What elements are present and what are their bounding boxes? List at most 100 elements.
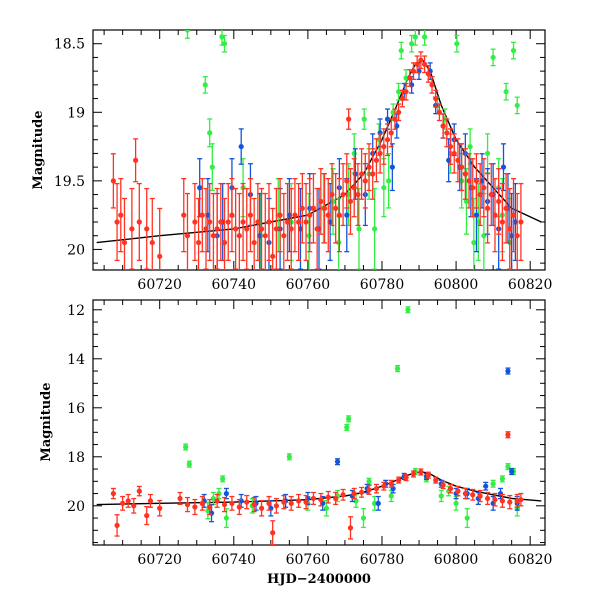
data-point xyxy=(490,479,496,488)
top-panel: 60720 60740 60760 60780 60800 60820 18.5 19 19.5… xyxy=(31,29,553,293)
bottom-panel: 60720 60740 60760 60780 60800 60820 12 14 16 18 20… xyxy=(39,299,552,587)
data-point xyxy=(284,182,291,262)
x-tick-label: 60800 xyxy=(434,277,479,293)
data-point xyxy=(149,197,155,270)
data-point xyxy=(394,365,401,373)
data-point xyxy=(262,192,268,270)
data-point xyxy=(440,480,446,490)
data-point xyxy=(333,491,339,506)
data-point xyxy=(425,471,431,479)
data-point xyxy=(425,65,431,83)
data-point xyxy=(386,153,392,209)
data-point xyxy=(444,118,450,148)
y-tick-label: 12 xyxy=(67,303,85,319)
data-point xyxy=(490,48,496,67)
data-point xyxy=(396,476,402,484)
data-point xyxy=(464,508,470,529)
data-point xyxy=(110,487,116,500)
data-point xyxy=(247,177,254,253)
data-point xyxy=(347,168,354,235)
data-point xyxy=(518,492,524,507)
data-point xyxy=(414,55,420,74)
x-axis-title: HJD−2400000 xyxy=(267,572,371,587)
data-point xyxy=(403,82,409,101)
data-point xyxy=(361,108,367,130)
data-point xyxy=(184,30,191,39)
data-point xyxy=(366,143,372,192)
data-point xyxy=(484,491,491,506)
data-point xyxy=(403,474,409,482)
data-point xyxy=(447,128,454,165)
data-point xyxy=(499,475,505,483)
data-point xyxy=(238,128,244,165)
data-point xyxy=(131,497,137,514)
x-tick-label: 60820 xyxy=(508,277,553,293)
y-tick-label: 20 xyxy=(67,242,85,258)
y-tick-label: 18.5 xyxy=(54,37,85,53)
data-point xyxy=(147,493,154,508)
data-point xyxy=(340,163,346,227)
bottom-data-marks xyxy=(96,306,542,545)
data-point xyxy=(334,458,341,466)
data-point xyxy=(318,168,324,235)
data-point xyxy=(505,463,511,471)
x-tick-label: 60740 xyxy=(212,277,257,293)
data-point xyxy=(199,177,205,253)
data-point xyxy=(325,490,331,504)
data-point xyxy=(136,485,142,497)
data-point xyxy=(370,148,376,200)
data-point xyxy=(221,496,228,513)
data-point xyxy=(507,494,513,510)
data-point xyxy=(360,508,367,529)
data-point xyxy=(412,30,418,46)
data-point xyxy=(209,143,215,192)
data-point xyxy=(207,498,213,516)
bottom-ticks: 60720 60740 60760 60780 60800 60820 12 14 16 18 20 xyxy=(67,300,552,568)
data-point xyxy=(451,133,457,174)
data-point xyxy=(388,479,394,488)
data-point xyxy=(183,443,189,451)
data-point xyxy=(346,108,352,130)
data-point xyxy=(221,34,228,53)
data-point xyxy=(344,153,350,209)
data-point xyxy=(371,187,378,270)
data-point xyxy=(499,182,505,262)
data-point xyxy=(384,123,391,157)
blue-band-series xyxy=(201,367,520,523)
data-point xyxy=(470,158,476,218)
data-point xyxy=(356,187,362,270)
data-point xyxy=(454,34,460,53)
data-point xyxy=(244,187,250,270)
data-point xyxy=(121,197,128,270)
data-point xyxy=(340,488,346,501)
data-point xyxy=(410,470,417,478)
data-point xyxy=(251,496,257,513)
data-point xyxy=(505,431,511,439)
y-tick-label: 16 xyxy=(67,401,85,417)
data-point xyxy=(136,182,142,262)
data-point xyxy=(418,51,424,70)
data-point xyxy=(329,163,335,227)
data-point xyxy=(125,493,131,508)
data-point xyxy=(375,495,381,511)
red-band-series xyxy=(110,51,524,270)
data-point xyxy=(266,495,272,511)
y-tick-label: 14 xyxy=(67,352,85,368)
data-point xyxy=(203,187,209,270)
data-point xyxy=(447,483,454,494)
data-point xyxy=(236,192,242,270)
data-point xyxy=(347,516,354,540)
data-point xyxy=(288,495,294,511)
data-point xyxy=(381,128,387,165)
data-point xyxy=(258,187,265,270)
data-point xyxy=(144,187,150,270)
y-tick-label: 18 xyxy=(67,450,85,466)
x-tick-label: 60780 xyxy=(360,277,405,293)
y-tick-label: 20 xyxy=(67,499,85,515)
data-point xyxy=(462,487,468,500)
data-point xyxy=(438,489,444,503)
data-point xyxy=(214,493,220,508)
data-point xyxy=(333,173,339,244)
data-point xyxy=(455,485,461,497)
